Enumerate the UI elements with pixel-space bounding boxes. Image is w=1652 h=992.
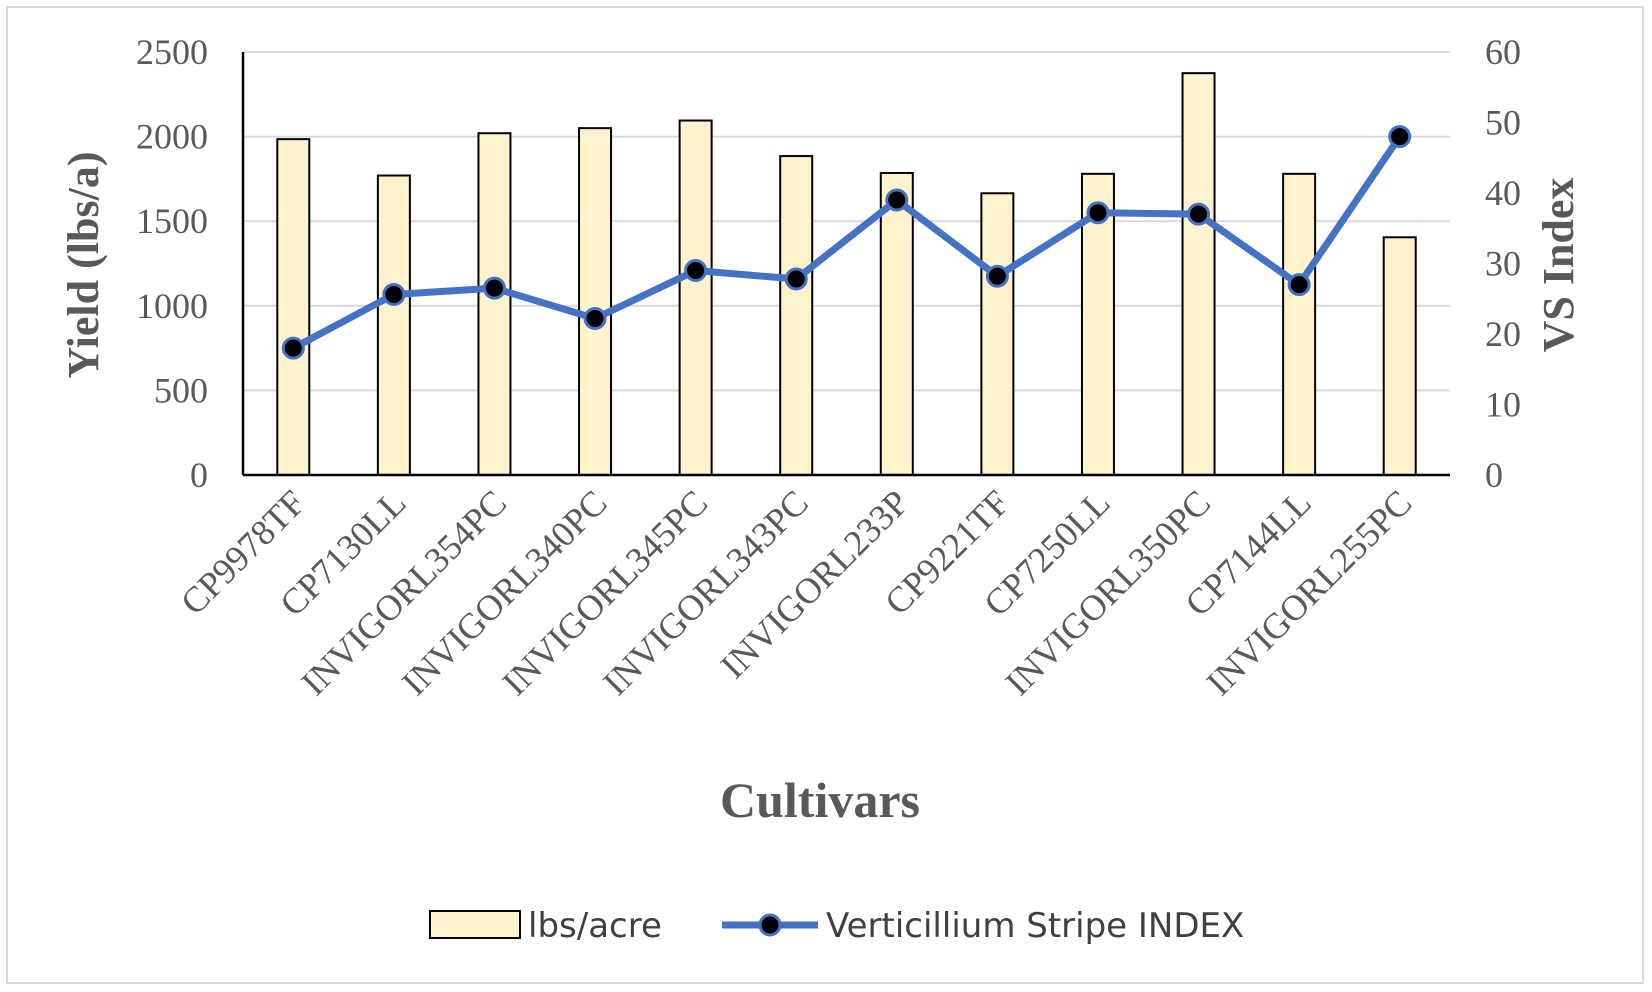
bar [477,132,512,476]
bar [1382,236,1417,476]
right-axis-ticks: 0 10 20 30 40 50 60 [1485,32,1521,495]
bar-series [276,72,1417,477]
line-marker [985,264,1009,288]
y-tick-label: 2000 [136,117,208,157]
line-marker [1388,125,1412,149]
bar [1181,72,1216,477]
gridlines [243,51,1450,392]
y2-tick-label: 30 [1485,244,1521,284]
line-marker [382,283,406,307]
bar [779,155,814,476]
bar [678,119,713,476]
y-tick-label: 0 [190,455,208,495]
legend-bar-label: lbs/acre [528,906,662,946]
line-series [281,125,1412,360]
bar [879,171,914,476]
vs-index-line [291,134,1403,352]
line-marker [1287,273,1311,297]
x-axis-title: Cultivars [720,772,920,828]
y2-axis-title: VS Index [1534,178,1583,353]
y2-tick-label: 60 [1485,32,1521,72]
y2-tick-label: 40 [1485,173,1521,213]
line-marker [1086,201,1110,225]
bar [1282,172,1317,476]
y2-tick-label: 10 [1485,385,1521,425]
y-axis-title: Yield (lbs/a) [59,152,108,379]
y2-tick-label: 0 [1485,455,1503,495]
line-marker [784,267,808,291]
line-marker [482,276,506,300]
y-tick-label: 1000 [136,286,208,326]
line-marker [885,188,909,212]
legend-line-label: Verticillium Stripe INDEX [826,906,1244,946]
left-axis-ticks: 0 500 1000 1500 2000 2500 [136,32,208,495]
axes [241,52,1450,477]
bar [578,127,613,476]
category-axis-labels: CP9978TFCP7130LLINVIGORL354PCINVIGORL340… [173,482,1419,703]
y2-tick-label: 50 [1485,103,1521,143]
legend: lbs/acre Verticillium Stripe INDEX [429,906,1244,946]
y-tick-label: 2500 [136,32,208,72]
legend-bar-swatch [429,910,521,939]
line-marker [1187,202,1211,226]
line-marker [583,306,607,330]
legend-line-marker [758,913,782,937]
line-marker [281,336,305,360]
bar [376,174,411,477]
y-tick-label: 500 [154,370,208,410]
bar [980,192,1015,476]
y2-tick-label: 20 [1485,314,1521,354]
y-tick-label: 1500 [136,201,208,241]
bar [276,138,311,476]
line-marker [684,259,708,283]
